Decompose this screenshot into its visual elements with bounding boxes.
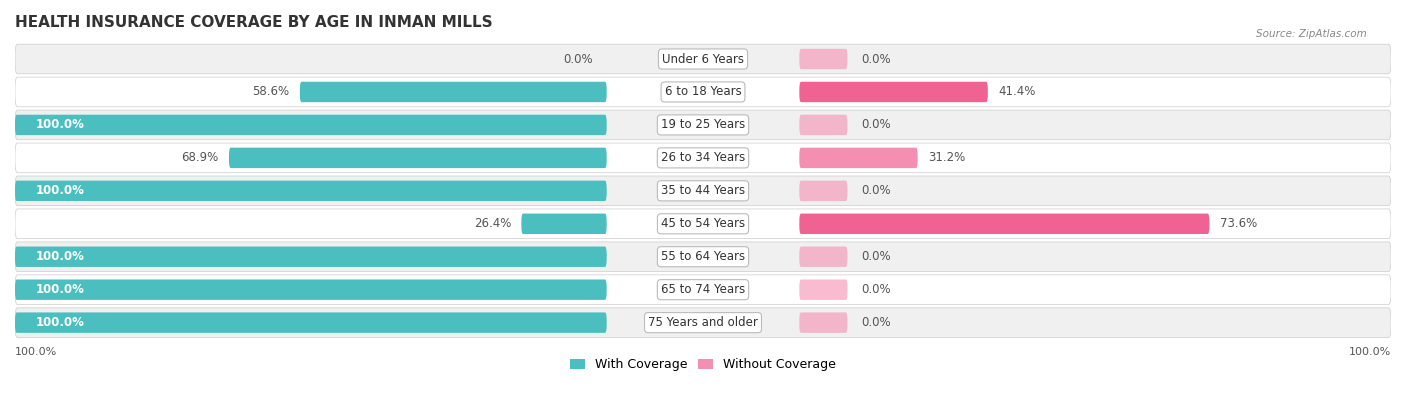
FancyBboxPatch shape: [800, 49, 848, 69]
Text: 65 to 74 Years: 65 to 74 Years: [661, 283, 745, 296]
FancyBboxPatch shape: [15, 242, 1391, 271]
Text: HEALTH INSURANCE COVERAGE BY AGE IN INMAN MILLS: HEALTH INSURANCE COVERAGE BY AGE IN INMA…: [15, 15, 492, 30]
FancyBboxPatch shape: [522, 214, 606, 234]
FancyBboxPatch shape: [15, 77, 1391, 107]
Text: 58.6%: 58.6%: [253, 85, 290, 98]
Text: Source: ZipAtlas.com: Source: ZipAtlas.com: [1256, 29, 1367, 39]
FancyBboxPatch shape: [15, 308, 1391, 337]
FancyBboxPatch shape: [15, 209, 1391, 239]
Text: 0.0%: 0.0%: [862, 184, 891, 197]
FancyBboxPatch shape: [229, 148, 606, 168]
FancyBboxPatch shape: [299, 82, 606, 102]
Text: 68.9%: 68.9%: [181, 151, 219, 164]
Text: 0.0%: 0.0%: [862, 283, 891, 296]
Legend: With Coverage, Without Coverage: With Coverage, Without Coverage: [565, 354, 841, 376]
Text: 35 to 44 Years: 35 to 44 Years: [661, 184, 745, 197]
FancyBboxPatch shape: [15, 279, 606, 300]
FancyBboxPatch shape: [800, 279, 848, 300]
Text: 100.0%: 100.0%: [15, 347, 58, 357]
FancyBboxPatch shape: [800, 214, 1209, 234]
Text: 55 to 64 Years: 55 to 64 Years: [661, 250, 745, 263]
FancyBboxPatch shape: [15, 115, 606, 135]
FancyBboxPatch shape: [15, 275, 1391, 305]
Text: 31.2%: 31.2%: [928, 151, 966, 164]
FancyBboxPatch shape: [15, 181, 606, 201]
Text: 100.0%: 100.0%: [35, 250, 84, 263]
FancyBboxPatch shape: [15, 110, 1391, 140]
Text: 0.0%: 0.0%: [862, 118, 891, 132]
Text: 45 to 54 Years: 45 to 54 Years: [661, 217, 745, 230]
Text: 26 to 34 Years: 26 to 34 Years: [661, 151, 745, 164]
Text: 75 Years and older: 75 Years and older: [648, 316, 758, 329]
Text: 100.0%: 100.0%: [1348, 347, 1391, 357]
FancyBboxPatch shape: [800, 247, 848, 267]
Text: 0.0%: 0.0%: [862, 250, 891, 263]
Text: 41.4%: 41.4%: [998, 85, 1036, 98]
Text: 26.4%: 26.4%: [474, 217, 510, 230]
FancyBboxPatch shape: [15, 176, 1391, 206]
FancyBboxPatch shape: [800, 82, 988, 102]
FancyBboxPatch shape: [15, 247, 606, 267]
FancyBboxPatch shape: [800, 148, 918, 168]
Text: 100.0%: 100.0%: [35, 184, 84, 197]
Text: 100.0%: 100.0%: [35, 283, 84, 296]
Text: 100.0%: 100.0%: [35, 118, 84, 132]
Text: 6 to 18 Years: 6 to 18 Years: [665, 85, 741, 98]
Text: 0.0%: 0.0%: [564, 53, 593, 66]
FancyBboxPatch shape: [15, 143, 1391, 173]
FancyBboxPatch shape: [15, 312, 606, 333]
FancyBboxPatch shape: [800, 115, 848, 135]
Text: Under 6 Years: Under 6 Years: [662, 53, 744, 66]
Text: 0.0%: 0.0%: [862, 316, 891, 329]
FancyBboxPatch shape: [800, 181, 848, 201]
Text: 0.0%: 0.0%: [862, 53, 891, 66]
FancyBboxPatch shape: [15, 44, 1391, 74]
Text: 73.6%: 73.6%: [1219, 217, 1257, 230]
FancyBboxPatch shape: [800, 312, 848, 333]
Text: 19 to 25 Years: 19 to 25 Years: [661, 118, 745, 132]
Text: 100.0%: 100.0%: [35, 316, 84, 329]
